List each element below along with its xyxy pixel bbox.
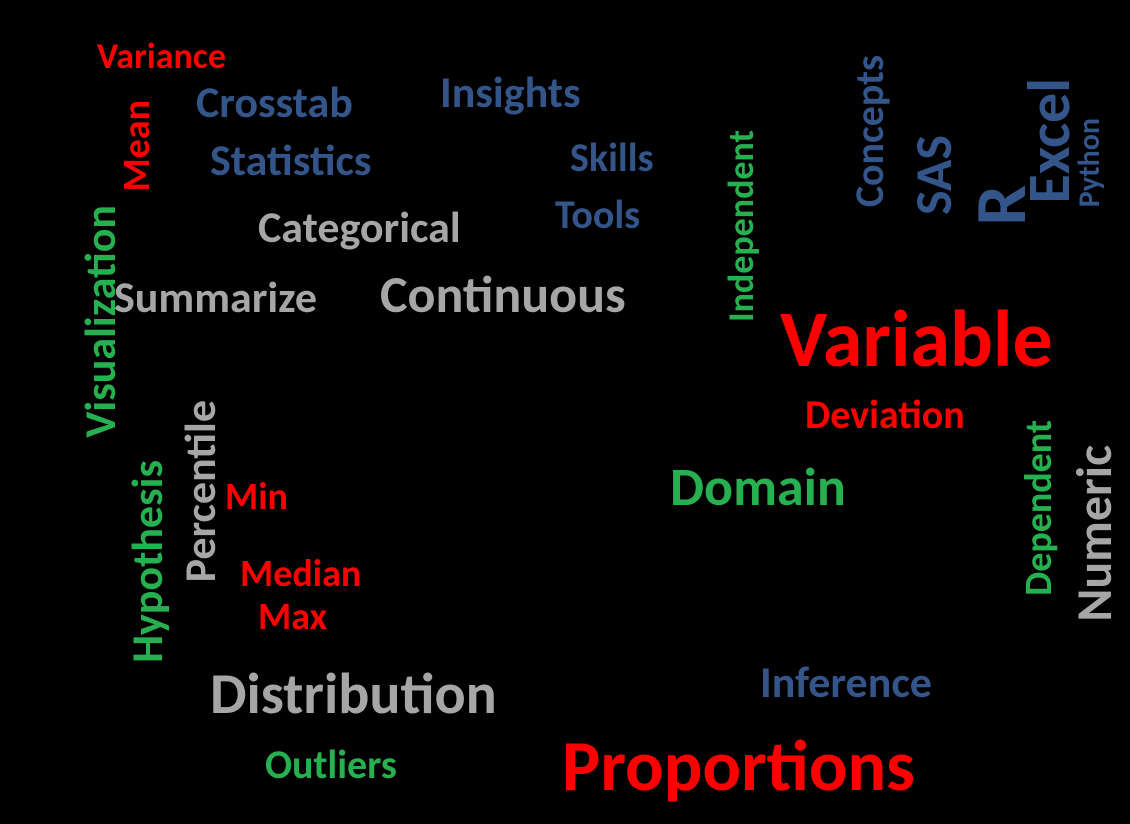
word-categorical: Categorical xyxy=(258,205,461,249)
word-continuous: Continuous xyxy=(380,268,626,320)
word-python: Python xyxy=(1075,118,1105,207)
word-inference: Inference xyxy=(760,660,932,704)
word-median: Median xyxy=(240,555,361,593)
word-crosstab: Crosstab xyxy=(196,80,353,124)
word-outliers: Outliers xyxy=(265,745,397,785)
word-skills: Skills xyxy=(570,138,654,178)
word-concepts: Concepts xyxy=(850,55,890,207)
word-statistics: Statistics xyxy=(210,138,371,182)
word-sas: SAS xyxy=(907,135,959,215)
word-insights: Insights xyxy=(440,70,581,114)
word-dependent: Dependent xyxy=(1020,420,1058,596)
word-max: Max xyxy=(258,598,327,636)
word-variable: Variable xyxy=(780,300,1053,380)
word-summarize: Summarize xyxy=(114,275,317,319)
word-variance: Variance xyxy=(97,38,226,74)
word-min: Min xyxy=(225,478,288,516)
word-visualization: Visualization xyxy=(78,205,122,438)
word-deviation: Deviation xyxy=(805,395,965,435)
word-proportions: Proportions xyxy=(562,730,915,802)
word-numeric: Numeric xyxy=(1070,445,1120,622)
word-distribution: Distribution xyxy=(210,665,497,723)
word-mean: Mean xyxy=(118,100,156,192)
word-tools: Tools xyxy=(555,195,640,235)
word-hypothesis: Hypothesis xyxy=(125,460,169,663)
word-domain: Domain xyxy=(670,460,846,514)
word-percentile: Percentile xyxy=(178,400,222,582)
word-independent: Independent xyxy=(723,130,759,322)
